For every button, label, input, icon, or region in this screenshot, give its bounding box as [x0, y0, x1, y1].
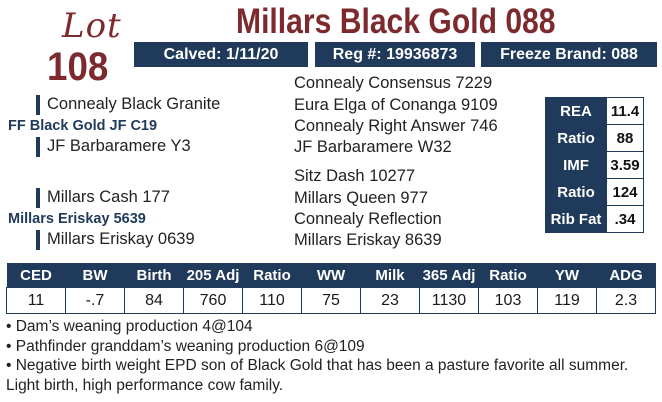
dam-name: Millars Eriskay 5639	[8, 211, 146, 227]
performance-table: CED BW Birth 205 Adj Ratio WW Milk 365 A…	[6, 263, 656, 314]
animal-name-title: Millars Black Gold 088	[236, 2, 556, 41]
pedigree-bar	[36, 230, 40, 250]
eval-row: IMF 3.59	[545, 151, 644, 179]
eval-value: 3.59	[606, 151, 644, 179]
ggp-3: Connealy Right Answer 746	[294, 117, 498, 135]
column-header: CED	[6, 263, 66, 288]
ggp-5: Sitz Dash 10277	[294, 167, 416, 185]
ggp-2: Eura Elga of Conanga 9109	[294, 96, 498, 114]
sire-sire: Connealy Black Granite	[47, 95, 221, 113]
sire-name: FF Black Gold JF C19	[8, 118, 158, 134]
lot-word: Lot	[62, 6, 122, 46]
ggp-4: JF Barbaramere W32	[294, 138, 452, 156]
table-cell: 2.3	[596, 287, 656, 314]
lot-number: 108	[47, 45, 109, 89]
column-header: WW	[301, 263, 361, 288]
column-header: Birth	[124, 263, 184, 288]
performance-header-row: CED BW Birth 205 Adj Ratio WW Milk 365 A…	[6, 263, 656, 288]
table-cell: 1130	[419, 287, 479, 314]
table-cell: 110	[242, 287, 302, 314]
note-item: • Dam’s weaning production 4@104	[6, 318, 253, 335]
table-cell: 84	[124, 287, 184, 314]
eval-label: Rib Fat	[545, 205, 607, 233]
table-cell: 760	[183, 287, 243, 314]
column-header: Ratio	[478, 263, 538, 288]
column-header: 205 Adj	[183, 263, 243, 288]
lot-notes: • Dam’s weaning production 4@104 • Pathf…	[6, 317, 656, 395]
freeze-brand: Freeze Brand: 088	[481, 42, 657, 67]
note-item: • Pathfinder granddam’s weaning producti…	[6, 337, 365, 355]
table-cell: 119	[537, 287, 597, 314]
pedigree-bar	[36, 137, 40, 157]
eval-label: Ratio	[545, 124, 607, 152]
eval-row: Ratio 88	[545, 124, 644, 152]
carcass-evals-table: REA 11.4 Ratio 88 IMF 3.59 Ratio 124 Rib…	[545, 97, 644, 233]
table-cell: 103	[478, 287, 538, 314]
table-cell: -.7	[65, 287, 125, 314]
column-header: YW	[537, 263, 597, 288]
eval-value: 124	[606, 178, 644, 206]
pedigree-bar	[36, 188, 40, 208]
registration-number: Reg #: 19936873	[315, 42, 475, 67]
ggp-6: Millars Queen 977	[294, 189, 428, 207]
pedigree-bar	[36, 95, 40, 115]
eval-value: 88	[606, 124, 644, 152]
ggp-8: Millars Eriskay 8639	[294, 231, 442, 249]
column-header: ADG	[596, 263, 656, 288]
column-header: 365 Adj	[419, 263, 479, 288]
column-header: BW	[65, 263, 125, 288]
eval-label: IMF	[545, 151, 607, 179]
eval-row: REA 11.4	[545, 97, 644, 125]
calved-date: Calved: 1/11/20	[134, 42, 308, 67]
table-cell: 11	[6, 287, 66, 314]
column-header: Milk	[360, 263, 420, 288]
table-cell: 75	[301, 287, 361, 314]
dam-dam: Millars Eriskay 0639	[47, 230, 195, 248]
eval-value: .34	[606, 205, 644, 233]
eval-row: Ratio 124	[545, 178, 644, 206]
eval-label: REA	[545, 97, 607, 125]
ggp-7: Connealy Reflection	[294, 210, 442, 228]
ggp-1: Connealy Consensus 7229	[294, 74, 493, 92]
dam-sire: Millars Cash 177	[47, 188, 170, 206]
sire-dam: JF Barbaramere Y3	[47, 137, 191, 155]
note-item: • Negative birth weight EPD son of Black…	[6, 357, 629, 394]
table-cell: 23	[360, 287, 420, 314]
column-header: Ratio	[242, 263, 302, 288]
eval-label: Ratio	[545, 178, 607, 206]
performance-value-row: 11 -.7 84 760 110 75 23 1130 103 119 2.3	[6, 287, 656, 314]
eval-value: 11.4	[606, 97, 644, 125]
eval-row: Rib Fat .34	[545, 205, 644, 233]
